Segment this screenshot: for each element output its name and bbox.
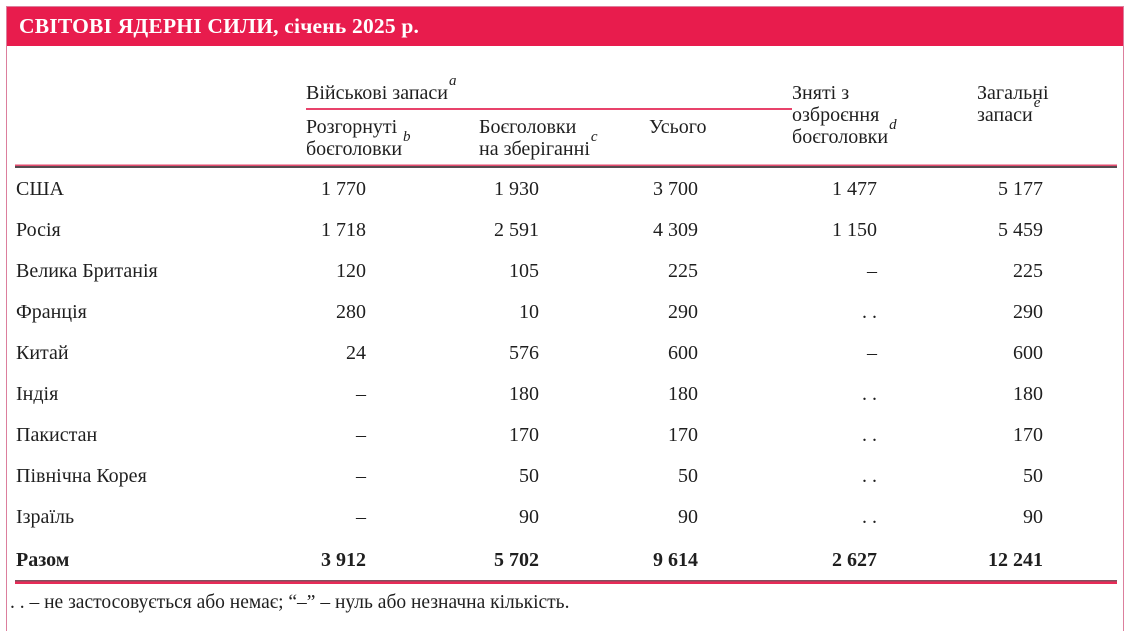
retired-cell: . . (862, 301, 878, 323)
retired-cell: . . (862, 506, 878, 528)
table-title-bar: СВІТОВІ ЯДЕРНІ СИЛИ, січень 2025 р. (7, 7, 1123, 46)
country-cell: Велика Британія (16, 260, 158, 282)
storage-cell: 180 (509, 383, 539, 405)
country-cell: Ізраїль (16, 506, 75, 528)
deployed-cell: 1 718 (321, 219, 366, 241)
table-row-pakistan: Пакистан – 170 170 . . 170 (15, 414, 1117, 455)
inventory-cell: 600 (1013, 342, 1044, 364)
country-cell: Росія (16, 219, 61, 241)
footnote-mark-a: a (448, 73, 457, 90)
retired-cell: . . (862, 424, 878, 446)
retired-cell: – (867, 342, 878, 364)
table-row-north-korea: Північна Корея – 50 50 . . 50 (15, 455, 1117, 496)
nuclear-forces-table: Військові запасиa Зняті з озброєння боєг… (15, 46, 1118, 584)
storage-cell: 576 (509, 342, 539, 364)
deployed-cell: 24 (346, 342, 366, 364)
retired-label-line1: Зняті з (792, 82, 850, 104)
total-inventory-cell: 12 241 (977, 537, 1118, 584)
inventory-label-line2: запаси (977, 104, 1033, 126)
retired-cell: . . (862, 465, 878, 487)
inventory-cell: 90 (1023, 506, 1044, 528)
col-header-retired-warheads: Зняті з озброєння боєголовкиd (792, 46, 978, 168)
storage-cell: 105 (509, 260, 539, 282)
deployed-cell: – (356, 465, 366, 487)
country-cell: Китай (16, 342, 69, 364)
retired-cell: 1 477 (832, 178, 878, 200)
country-cell: Пакистан (16, 424, 98, 446)
table-row-total: Разом 3 912 5 702 9 614 2 627 12 241 (15, 537, 1118, 584)
inventory-cell: 5 177 (998, 178, 1044, 200)
country-cell: Північна Корея (16, 465, 147, 487)
corner-empty-cell (15, 46, 306, 168)
military-total-cell: 4 309 (653, 219, 699, 241)
inventory-cell: 180 (1013, 383, 1044, 405)
table-row-china: Китай 24 576 600 – 600 (15, 332, 1117, 373)
table-footnote: . . – не застосовується або немає; “–” –… (10, 592, 570, 613)
total-deployed-cell: 3 912 (306, 537, 479, 584)
col-header-stored-warheads: Боєголовки на зберіганніc (479, 110, 649, 168)
deployed-label-line1: Розгорнуті (306, 116, 398, 138)
table-row-usa: США 1 770 1 930 3 700 1 477 5 177 (15, 168, 1117, 209)
col-header-military-stockpile: Військові запасиa (306, 46, 793, 110)
inventory-cell: 50 (1023, 465, 1044, 487)
deployed-cell: – (356, 506, 366, 528)
deployed-cell: – (356, 424, 366, 446)
inventory-label-line1: Загальні (977, 82, 1049, 104)
military-total-cell: 170 (668, 424, 699, 446)
military-total-cell: 50 (678, 465, 699, 487)
inventory-cell: 170 (1013, 424, 1044, 446)
military-total-cell: 290 (668, 301, 699, 323)
total-military-total-cell: 9 614 (649, 537, 793, 584)
country-cell: Індія (16, 383, 59, 405)
storage-cell: 90 (519, 506, 539, 528)
table-title: СВІТОВІ ЯДЕРНІ СИЛИ, січень 2025 р. (19, 14, 420, 38)
inventory-cell: 5 459 (998, 219, 1044, 241)
storage-label-line2: на зберіганні (479, 138, 590, 160)
deployed-cell: 1 770 (321, 178, 366, 200)
storage-cell: 50 (519, 465, 539, 487)
retired-label-line3: боєголовки (792, 126, 889, 148)
total-label-cell: Разом (15, 537, 306, 584)
table-row-france: Франція 280 10 290 . . 290 (15, 291, 1117, 332)
deployed-cell: – (356, 383, 366, 405)
total-storage-cell: 5 702 (479, 537, 649, 584)
military-total-label: Усього (649, 116, 707, 138)
retired-label-line2: озброєння (792, 104, 880, 126)
deployed-label-line2: боєголовки (306, 138, 403, 160)
deployed-cell: 280 (336, 301, 366, 323)
footnote-mark-b: b (403, 129, 411, 146)
table-row-india: Індія – 180 180 . . 180 (15, 373, 1117, 414)
storage-label-line1: Боєголовки (479, 116, 577, 138)
military-total-cell: 225 (668, 260, 699, 282)
col-header-deployed-warheads: Розгорнуті боєголовкиb (306, 110, 479, 168)
storage-cell: 10 (519, 301, 539, 323)
table-row-russia: Росія 1 718 2 591 4 309 1 150 5 459 (15, 209, 1117, 250)
military-total-cell: 3 700 (653, 178, 699, 200)
retired-cell: 1 150 (832, 219, 878, 241)
table-row-uk: Велика Британія 120 105 225 – 225 (15, 250, 1117, 291)
total-retired-cell: 2 627 (792, 537, 978, 584)
retired-cell: – (867, 260, 878, 282)
deployed-cell: 120 (336, 260, 366, 282)
footnote-mark-e: e (1033, 95, 1041, 112)
retired-cell: . . (862, 383, 878, 405)
footnote-mark-d: d (889, 117, 897, 134)
col-header-total-inventory: Загальні запасиe (977, 46, 1118, 168)
military-stockpile-label: Військові запаси (306, 82, 448, 104)
inventory-cell: 225 (1013, 260, 1044, 282)
col-header-military-total: Усього (649, 110, 793, 168)
table-row-israel: Ізраїль – 90 90 . . 90 (15, 496, 1117, 537)
military-total-cell: 600 (668, 342, 699, 364)
storage-cell: 1 930 (494, 178, 539, 200)
inventory-cell: 290 (1013, 301, 1044, 323)
storage-cell: 2 591 (494, 219, 539, 241)
footnote-mark-c: c (590, 129, 598, 146)
military-total-cell: 180 (668, 383, 699, 405)
military-total-cell: 90 (678, 506, 699, 528)
table-card: СВІТОВІ ЯДЕРНІ СИЛИ, січень 2025 р. Війс… (6, 6, 1124, 631)
storage-cell: 170 (509, 424, 539, 446)
country-cell: Франція (16, 301, 87, 323)
country-cell: США (16, 178, 64, 200)
